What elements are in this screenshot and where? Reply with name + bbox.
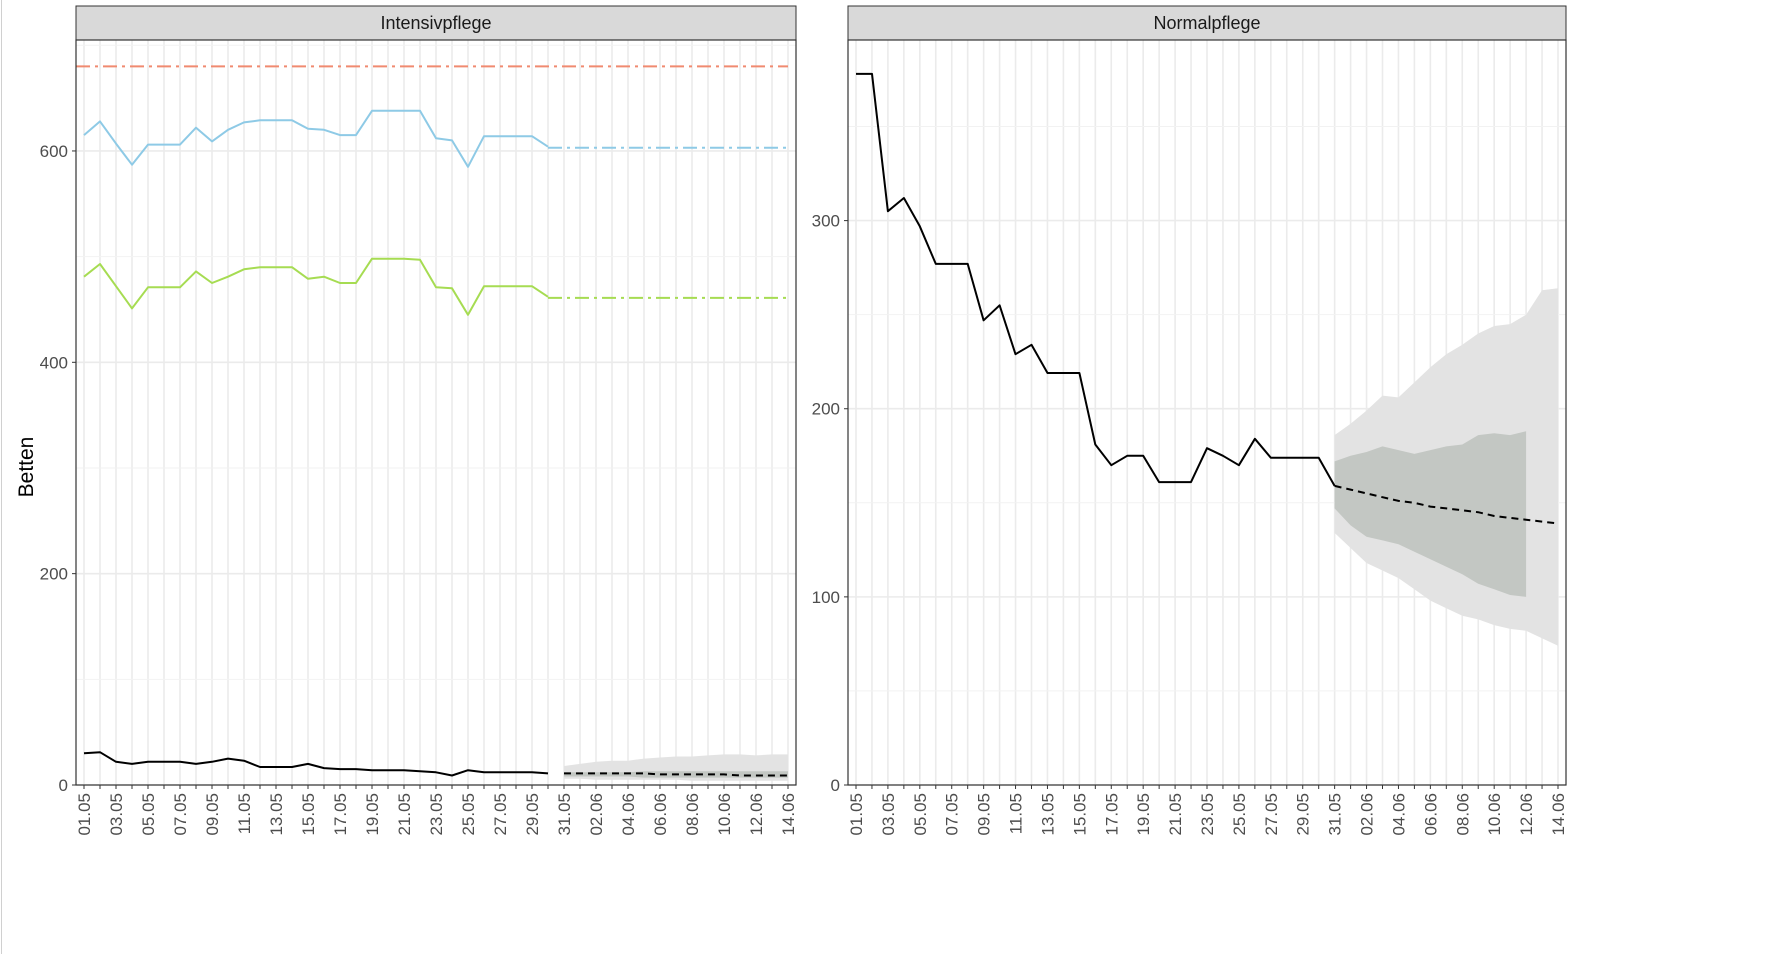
x-tick-label: 11.05 [1007, 793, 1026, 834]
forecast-median-line [1334, 484, 1559, 525]
x-tick-label: 15.05 [1070, 793, 1089, 836]
x-tick-label: 13.05 [267, 793, 286, 836]
x-tick-label: 27.05 [491, 793, 510, 836]
x-tick-label: 19.05 [363, 793, 382, 836]
x-tick-label: 03.05 [107, 793, 126, 836]
x-tick-label: 23.05 [1198, 793, 1217, 836]
x-tick-label: 29.05 [1294, 793, 1313, 836]
x-tick-label: 14.06 [1549, 793, 1568, 836]
x-tick-label: 08.06 [1453, 793, 1472, 836]
y-tick-label: 0 [59, 776, 68, 795]
x-tick-label: 05.05 [139, 793, 158, 836]
x-tick-label: 14.06 [779, 793, 798, 836]
x-tick-label: 27.05 [1262, 793, 1281, 836]
observed-series-line [83, 257, 549, 316]
x-tick-label: 12.06 [1517, 793, 1536, 836]
x-tick-label: 08.06 [683, 793, 702, 836]
x-tick-label: 06.06 [1421, 793, 1440, 836]
x-tick-label: 07.05 [171, 793, 190, 836]
panel-intensivpflege: Intensivpflege 0 200 400 600 01.05 03.05 05.05 0… [40, 5, 798, 836]
x-tick-label: 10.06 [715, 793, 734, 836]
x-tick-label: 11.05 [235, 793, 254, 834]
panel-strip-label: Intensivpflege [380, 13, 491, 33]
y-tick-label: 600 [40, 142, 68, 161]
x-tick-label: 04.06 [619, 793, 638, 836]
x-tick-label: 05.05 [911, 793, 930, 836]
observed-series-line [83, 751, 549, 777]
x-tick-label: 31.05 [555, 793, 574, 836]
forecast-median-line [564, 772, 788, 777]
x-tick-label: 01.05 [847, 793, 866, 836]
x-tick-label: 06.06 [651, 793, 670, 836]
panel-strip [75, 5, 797, 41]
y-tick-label: 0 [831, 776, 840, 795]
x-tick-label: 02.06 [1358, 793, 1377, 836]
y-tick-label: 100 [812, 588, 840, 607]
panel-normalpflege: Normalpflege 0 100 200 300 01.05 03.05 05.05 07.… [812, 5, 1568, 836]
observed-series-line [856, 72, 1336, 487]
x-tick-label: 07.05 [943, 793, 962, 836]
panel-strip [847, 5, 1567, 41]
y-tick-label: 300 [812, 212, 840, 231]
x-tick-label: 17.05 [331, 793, 350, 836]
x-tick-label: 02.06 [587, 793, 606, 836]
x-tick-label: 29.05 [523, 793, 542, 836]
x-tick-label: 25.05 [459, 793, 478, 836]
x-tick-label: 12.06 [747, 793, 766, 836]
y-tick-label: 400 [40, 353, 68, 372]
x-tick-label: 03.05 [879, 793, 898, 836]
x-tick-label: 09.05 [203, 793, 222, 836]
x-tick-label: 25.05 [1230, 793, 1249, 836]
panel-strip-label: Normalpflege [1153, 13, 1260, 33]
y-tick-label: 200 [812, 400, 840, 419]
x-tick-label: 17.05 [1102, 793, 1121, 836]
x-tick-label: 31.05 [1326, 793, 1345, 836]
observed-series-line [83, 109, 549, 168]
x-tick-label: 10.06 [1485, 793, 1504, 836]
x-tick-label: 23.05 [427, 793, 446, 836]
x-tick-label: 19.05 [1134, 793, 1153, 836]
forecast-inner-band [1334, 431, 1527, 597]
y-tick-label: 200 [40, 565, 68, 584]
y-axis-title: Betten [15, 437, 38, 498]
x-tick-label: 21.05 [1166, 793, 1185, 836]
x-tick-label: 01.05 [75, 793, 94, 836]
x-tick-label: 15.05 [299, 793, 318, 836]
x-tick-label: 21.05 [395, 793, 414, 836]
x-tick-label: 09.05 [975, 793, 994, 836]
x-tick-label: 04.06 [1389, 793, 1408, 836]
x-tick-label: 13.05 [1038, 793, 1057, 836]
